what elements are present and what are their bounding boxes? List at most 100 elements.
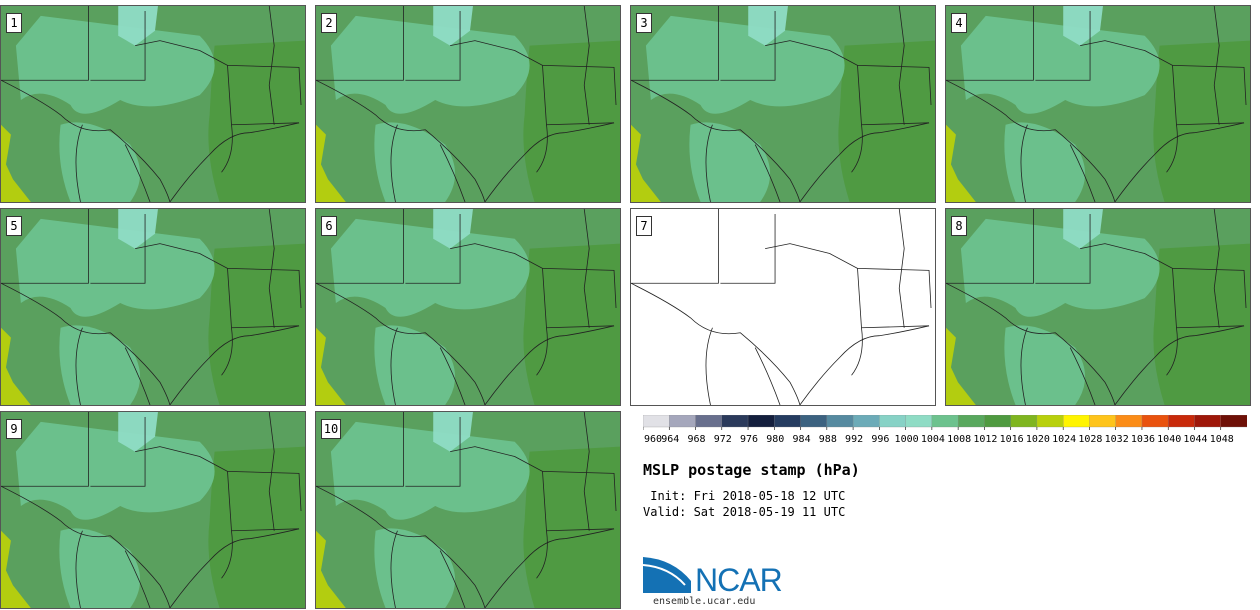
map-border-line xyxy=(227,267,302,309)
field-light-plains xyxy=(330,421,530,520)
colorbar-swatch xyxy=(774,415,802,428)
colorbar-tick-label: 964 xyxy=(661,434,679,443)
map-field xyxy=(631,209,932,405)
field-lighter-panhandle xyxy=(118,412,158,452)
colorbar-tick-label: 1040 xyxy=(1157,434,1181,443)
map-border-line xyxy=(583,209,590,328)
map-border-line xyxy=(1020,124,1028,202)
colorbar-swatch xyxy=(1089,415,1117,428)
map-border-line xyxy=(1,282,171,405)
field-lighter-panhandle xyxy=(433,209,473,249)
panel-number: 6 xyxy=(321,216,337,236)
map-border-line xyxy=(546,122,615,126)
colorbar-swatch xyxy=(931,415,959,428)
colorbar-tick-label: 976 xyxy=(740,434,758,443)
map-border-line xyxy=(231,528,300,532)
colorbar-swatch xyxy=(984,415,1012,428)
map-border-line xyxy=(124,144,151,202)
field-lighter-panhandle xyxy=(433,412,473,452)
map-border-line xyxy=(268,412,275,531)
map-border-line xyxy=(439,144,466,202)
colorbar-tick-label: 968 xyxy=(687,434,705,443)
colorbar-tick-label: 972 xyxy=(714,434,732,443)
field-lighter-panhandle xyxy=(1063,6,1103,46)
colorbar-tick-label: 960 xyxy=(644,434,662,443)
ensemble-member-panel-8: 8 xyxy=(945,208,1251,406)
map-border-line xyxy=(75,530,83,608)
field-lighter-panhandle xyxy=(433,6,473,46)
panel-number: 9 xyxy=(6,419,22,439)
map-border-line xyxy=(705,124,713,202)
map-border-line xyxy=(75,124,83,202)
colorbar-tick-label: 1024 xyxy=(1052,434,1076,443)
colorbar-swatch xyxy=(747,415,775,428)
map-border-line xyxy=(546,528,615,532)
map-border-line xyxy=(1172,64,1247,106)
map-border-line xyxy=(1080,40,1178,173)
ensemble-member-panel-9: 9 xyxy=(0,411,306,609)
map-border-line xyxy=(75,327,83,405)
map-border-line xyxy=(90,213,146,284)
map-border-line xyxy=(390,327,398,405)
ensemble-member-panel-5: 5 xyxy=(0,208,306,406)
field-light-southwest xyxy=(59,122,141,202)
field-lighter-panhandle xyxy=(1063,209,1103,249)
map-border-line xyxy=(1114,325,1245,405)
panel-number: 3 xyxy=(636,13,652,33)
colorbar-swatch xyxy=(1036,415,1064,428)
colorbar-tick-label: 1016 xyxy=(1000,434,1024,443)
colorbar-tick-label: 1000 xyxy=(895,434,919,443)
map-border-line xyxy=(390,530,398,608)
colorbar-tick-label: 1004 xyxy=(921,434,945,443)
map-border-line xyxy=(268,209,275,328)
colorbar-swatch xyxy=(669,415,697,428)
colorbar-tick-label: 984 xyxy=(793,434,811,443)
colorbar-swatch xyxy=(721,415,749,428)
field-light-plains xyxy=(15,15,215,114)
map-border-line xyxy=(439,347,466,405)
plot-title: MSLP postage stamp (hPa) xyxy=(643,461,860,479)
map-border-line xyxy=(90,416,146,487)
panel-number: 10 xyxy=(321,419,341,439)
field-lighter-panhandle xyxy=(118,6,158,46)
map-border-line xyxy=(1,209,89,284)
map-border-line xyxy=(316,209,404,284)
colorbar-tick-label: 1012 xyxy=(973,434,997,443)
map-border-line xyxy=(799,122,930,202)
map-border-line xyxy=(861,325,930,329)
ncar-swoosh-icon xyxy=(643,557,691,593)
panel-number: 1 xyxy=(6,13,22,33)
map-border-line xyxy=(1035,10,1091,81)
panel-number: 7 xyxy=(636,216,652,236)
map-border-line xyxy=(1172,267,1247,309)
map-border-line xyxy=(898,209,905,328)
field-light-plains xyxy=(960,218,1160,317)
colorbar-tick-label: 1036 xyxy=(1131,434,1155,443)
field-lighter-panhandle xyxy=(118,209,158,249)
field-dark-east xyxy=(523,40,620,202)
map-border-line xyxy=(946,79,1116,202)
map-border-line xyxy=(316,412,404,487)
map-border-line xyxy=(124,347,151,405)
map-border-line xyxy=(1176,122,1245,126)
map-border-line xyxy=(946,209,1034,284)
field-lime-southwest xyxy=(316,530,346,608)
map-border-line xyxy=(390,124,398,202)
field-dark-east xyxy=(208,243,305,405)
field-lime-southwest xyxy=(1,327,31,405)
map-border-line xyxy=(405,10,461,81)
ensemble-member-panel-2: 2 xyxy=(315,5,621,203)
colorbar-swatch xyxy=(1168,415,1196,428)
map-border-line xyxy=(583,6,590,125)
map-border-line xyxy=(450,243,548,376)
colorbar-swatch xyxy=(1010,415,1038,428)
map-border-line xyxy=(268,6,275,125)
map-border-line xyxy=(405,416,461,487)
map-border-line xyxy=(1020,327,1028,405)
colorbar-tick-label: 1028 xyxy=(1078,434,1102,443)
map-border-line xyxy=(799,325,930,405)
map-border-line xyxy=(1,6,89,81)
field-lime-southwest xyxy=(1,530,31,608)
map-border-line xyxy=(231,122,300,126)
map-border-line xyxy=(484,325,615,405)
